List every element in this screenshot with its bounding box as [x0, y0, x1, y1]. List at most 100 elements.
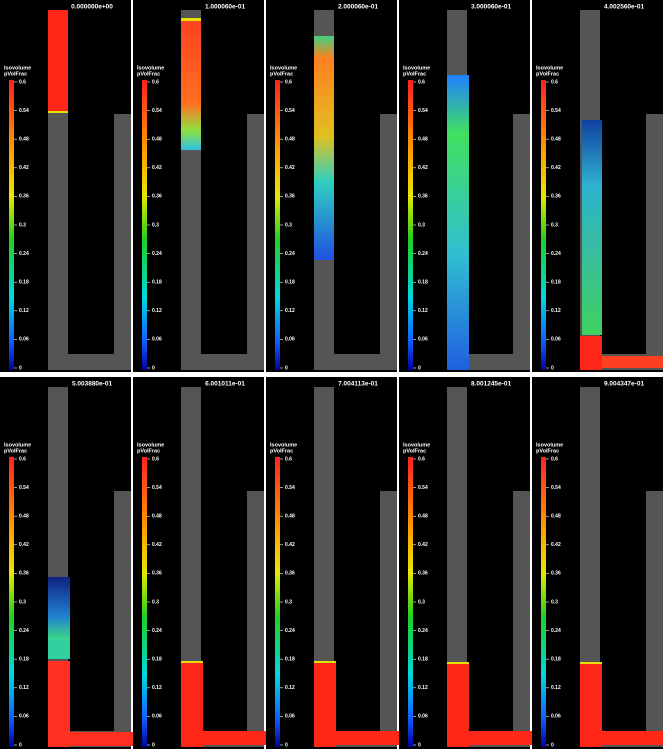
colorbar-tick-label: 0.36 [19, 194, 29, 200]
colorbar-tick-label: 0.54 [551, 485, 561, 491]
colorbar-tick-label: 0 [152, 365, 155, 371]
fluid [582, 120, 602, 335]
colorbar-tick-label: 0.24 [418, 628, 428, 634]
panel: 3.000060e-01IsovolumepVolFrac0.60.540.48… [399, 0, 530, 372]
fluid [314, 662, 336, 747]
colorbar-tick-label: 0 [19, 742, 22, 748]
colorbar-tick-label: 0.54 [551, 108, 561, 114]
colorbar-tick-label: 0.36 [152, 194, 162, 200]
colorbar-tick-label: 0.42 [19, 542, 29, 548]
colorbar [275, 457, 280, 747]
colorbar-tick-label: 0.06 [19, 337, 29, 343]
colorbar-tick-label: 0.12 [19, 685, 29, 691]
colorbar-tick-label: 0.06 [19, 714, 29, 720]
colorbar-tick-label: 0.54 [152, 108, 162, 114]
colorbar-tick-label: 0.48 [19, 137, 29, 143]
colorbar-tick-label: 0.48 [152, 514, 162, 520]
fluid [48, 111, 68, 113]
colorbar-tick-label: 0.06 [152, 337, 162, 343]
colorbar [408, 80, 413, 370]
colorbar-tick-label: 0.18 [551, 657, 561, 663]
time-label: 9.004347e-01 [604, 381, 645, 388]
colorbar-tick-label: 0.18 [152, 280, 162, 286]
colorbar-tick-label: 0 [551, 365, 554, 371]
colorbar-tick-label: 0.36 [418, 194, 428, 200]
colorbar-tick-label: 0.54 [418, 485, 428, 491]
colorbar-tick-label: 0.36 [285, 571, 295, 577]
colorbar-subtitle: pVolFrac [4, 71, 27, 77]
time-label: 3.000060e-01 [471, 4, 512, 11]
colorbar-tick-label: 0.6 [152, 79, 159, 85]
colorbar-tick-label: 0 [551, 742, 554, 748]
fluid [48, 577, 70, 642]
colorbar-tick-label: 0.42 [551, 165, 561, 171]
colorbar-subtitle: pVolFrac [536, 71, 559, 77]
colorbar-tick-label: 0.3 [551, 222, 558, 228]
pipe-right [247, 114, 264, 370]
fluid [314, 36, 334, 260]
fluid [181, 18, 201, 21]
colorbar-tick-label: 0.24 [19, 628, 29, 634]
colorbar-tick-label: 0.36 [551, 194, 561, 200]
colorbar-tick-label: 0.42 [152, 165, 162, 171]
panel: 7.004113e-01IsovolumepVolFrac0.60.540.48… [266, 377, 399, 749]
colorbar-tick-label: 0.36 [551, 571, 561, 577]
colorbar-tick-label: 0.54 [152, 485, 162, 491]
colorbar-tick-label: 0.6 [285, 79, 292, 85]
colorbar-tick-label: 0.06 [418, 714, 428, 720]
time-label: 8.001245e-01 [471, 381, 512, 388]
colorbar-tick-label: 0.3 [551, 599, 558, 605]
colorbar-tick-label: 0.3 [19, 599, 26, 605]
pipe-right [646, 491, 663, 747]
colorbar-tick-label: 0 [418, 365, 421, 371]
fluid [314, 661, 336, 663]
colorbar-tick-label: 0.12 [418, 308, 428, 314]
colorbar-tick-label: 0.48 [418, 137, 428, 143]
colorbar-tick-label: 0.36 [418, 571, 428, 577]
colorbar-tick-label: 0.54 [285, 108, 295, 114]
colorbar-tick-label: 0.24 [551, 251, 561, 257]
colorbar-tick-label: 0.42 [19, 165, 29, 171]
colorbar [9, 80, 14, 370]
pipe-right [513, 114, 530, 370]
colorbar [408, 457, 413, 747]
colorbar-tick-label: 0.18 [285, 280, 295, 286]
colorbar-subtitle: pVolFrac [536, 448, 559, 454]
fluid [336, 731, 399, 745]
fluid [48, 661, 70, 747]
colorbar-tick-label: 0.12 [19, 308, 29, 314]
colorbar-tick-label: 0.48 [152, 137, 162, 143]
colorbar-tick-label: 0.24 [418, 251, 428, 257]
panel: 6.001011e-01IsovolumepVolFrac0.60.540.48… [133, 377, 266, 749]
colorbar-tick-label: 0.42 [551, 542, 561, 548]
panel: 5.003880e-01IsovolumepVolFrac0.60.540.48… [0, 377, 133, 749]
colorbar-tick-label: 0.42 [418, 165, 428, 171]
colorbar [142, 457, 147, 747]
colorbar-tick-label: 0.42 [418, 542, 428, 548]
colorbar [541, 80, 546, 370]
colorbar-subtitle: pVolFrac [137, 71, 160, 77]
pipe-right [646, 114, 663, 370]
colorbar-tick-label: 0.18 [418, 280, 428, 286]
colorbar-tick-label: 0.24 [551, 628, 561, 634]
colorbar-tick-label: 0.42 [285, 542, 295, 548]
colorbar [541, 457, 546, 747]
panel: 9.004347e-01IsovolumepVolFrac0.60.540.48… [532, 377, 663, 749]
panel: 0.000000e+00IsovolumepVolFrac0.60.540.48… [0, 0, 131, 372]
time-label: 4.002560e-01 [604, 4, 645, 11]
time-label: 7.004113e-01 [338, 381, 378, 388]
time-label: 6.001011e-01 [205, 381, 245, 388]
colorbar-subtitle: pVolFrac [137, 448, 160, 454]
fluid [48, 639, 70, 659]
colorbar-tick-label: 0.6 [19, 79, 26, 85]
colorbar-tick-label: 0.12 [551, 685, 561, 691]
colorbar-tick-label: 0.54 [418, 108, 428, 114]
colorbar-tick-label: 0.6 [551, 79, 558, 85]
colorbar-tick-label: 0.48 [19, 514, 29, 520]
colorbar-tick-label: 0.48 [551, 514, 561, 520]
colorbar-tick-label: 0.36 [285, 194, 295, 200]
panel: 1.000060e-01IsovolumepVolFrac0.60.540.48… [133, 0, 264, 372]
colorbar-tick-label: 0.3 [418, 222, 425, 228]
fluid [70, 732, 133, 746]
colorbar-tick-label: 0.6 [285, 456, 292, 462]
